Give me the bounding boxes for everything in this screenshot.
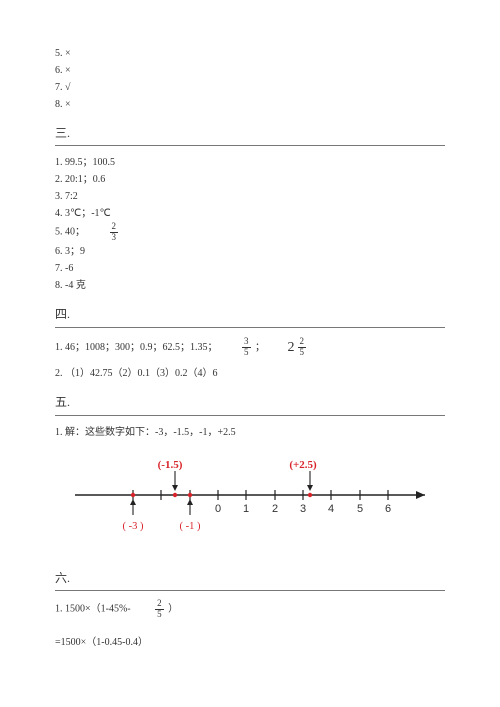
- number-line-wrap: 0 1 2 3 4 5 6 (-1.5) (+2.5) ( -3 ) ( -1 ): [55, 453, 445, 554]
- list-item: 4. 3℃；-1℃: [55, 205, 445, 222]
- svg-text:(-1.5): (-1.5): [158, 459, 183, 471]
- divider: [55, 415, 445, 416]
- page: 5. × 6. × 7. √ 8. × 三. 1. 99.5；100.5 2. …: [0, 0, 500, 707]
- eq1-suffix: ）: [168, 604, 178, 615]
- answer-line-1: 1. 46；1008；300；0.9；62.5；1.35； 3 5 ； 2 2 …: [55, 336, 445, 360]
- svg-text:1: 1: [243, 503, 249, 515]
- line1-prefix: 1. 46；1008；300；0.9；62.5；1.35；: [55, 342, 218, 353]
- equation-line-1: 1. 1500×（1-45%- 2 5 ）: [55, 599, 445, 620]
- fraction-den: 3: [110, 233, 119, 243]
- fraction: 2 3: [110, 222, 119, 243]
- list-item: 8. -4 克: [55, 277, 445, 294]
- top-list: 5. × 6. × 7. √ 8. ×: [55, 45, 445, 113]
- section-head-3: 三.: [55, 123, 445, 143]
- svg-text:2: 2: [272, 503, 278, 515]
- svg-text:(+2.5): (+2.5): [289, 459, 317, 471]
- number-line: 0 1 2 3 4 5 6 (-1.5) (+2.5) ( -3 ) ( -1 ): [55, 453, 445, 548]
- divider: [55, 590, 445, 591]
- eq1-prefix: 1. 1500×（1-45%-: [55, 604, 131, 615]
- fraction: 2 5: [298, 337, 307, 358]
- mixed-number: 2 2 5: [288, 336, 309, 360]
- list-item: 6. 3；9: [55, 243, 445, 260]
- list-item: 3. 7:2: [55, 188, 445, 205]
- svg-text:( -1 ): ( -1 ): [180, 521, 201, 532]
- svg-text:0: 0: [215, 503, 221, 515]
- fraction-den: 5: [298, 348, 307, 358]
- section-head-4: 四.: [55, 304, 445, 324]
- section-head-5: 五.: [55, 392, 445, 412]
- svg-text:3: 3: [300, 503, 306, 515]
- mixed-whole: 2: [288, 336, 295, 360]
- list-item: 7. √: [55, 79, 445, 96]
- problem-statement: 1. 解：这些数字如下：-3，-1.5，-1，+2.5: [55, 424, 445, 441]
- svg-text:5: 5: [357, 503, 363, 515]
- svg-text:4: 4: [328, 503, 334, 515]
- equation-line-2: =1500×（1-0.45-0.4）: [55, 634, 445, 651]
- fraction-den: 5: [155, 610, 164, 620]
- list-item: 6. ×: [55, 62, 445, 79]
- list-item: 5. ×: [55, 45, 445, 62]
- list-item: 8. ×: [55, 96, 445, 113]
- list-item: 2. 20:1；0.6: [55, 171, 445, 188]
- section-head-6: 六.: [55, 568, 445, 588]
- separator: ；: [255, 342, 268, 353]
- answer-line-2: 2. （1）42.75（2）0.1（3）0.2（4）6: [55, 365, 445, 382]
- divider: [55, 145, 445, 146]
- item5-prefix: 5. 40；: [55, 227, 85, 238]
- svg-text:( -3 ): ( -3 ): [123, 521, 144, 532]
- divider: [55, 327, 445, 328]
- fraction-den: 5: [242, 348, 251, 358]
- list-item: 7. -6: [55, 260, 445, 277]
- fraction: 3 5: [242, 337, 251, 358]
- fraction: 2 5: [155, 599, 164, 620]
- list-item: 1. 99.5；100.5: [55, 154, 445, 171]
- svg-text:6: 6: [385, 503, 391, 515]
- list-item-frac: 5. 40； 2 3: [55, 222, 445, 243]
